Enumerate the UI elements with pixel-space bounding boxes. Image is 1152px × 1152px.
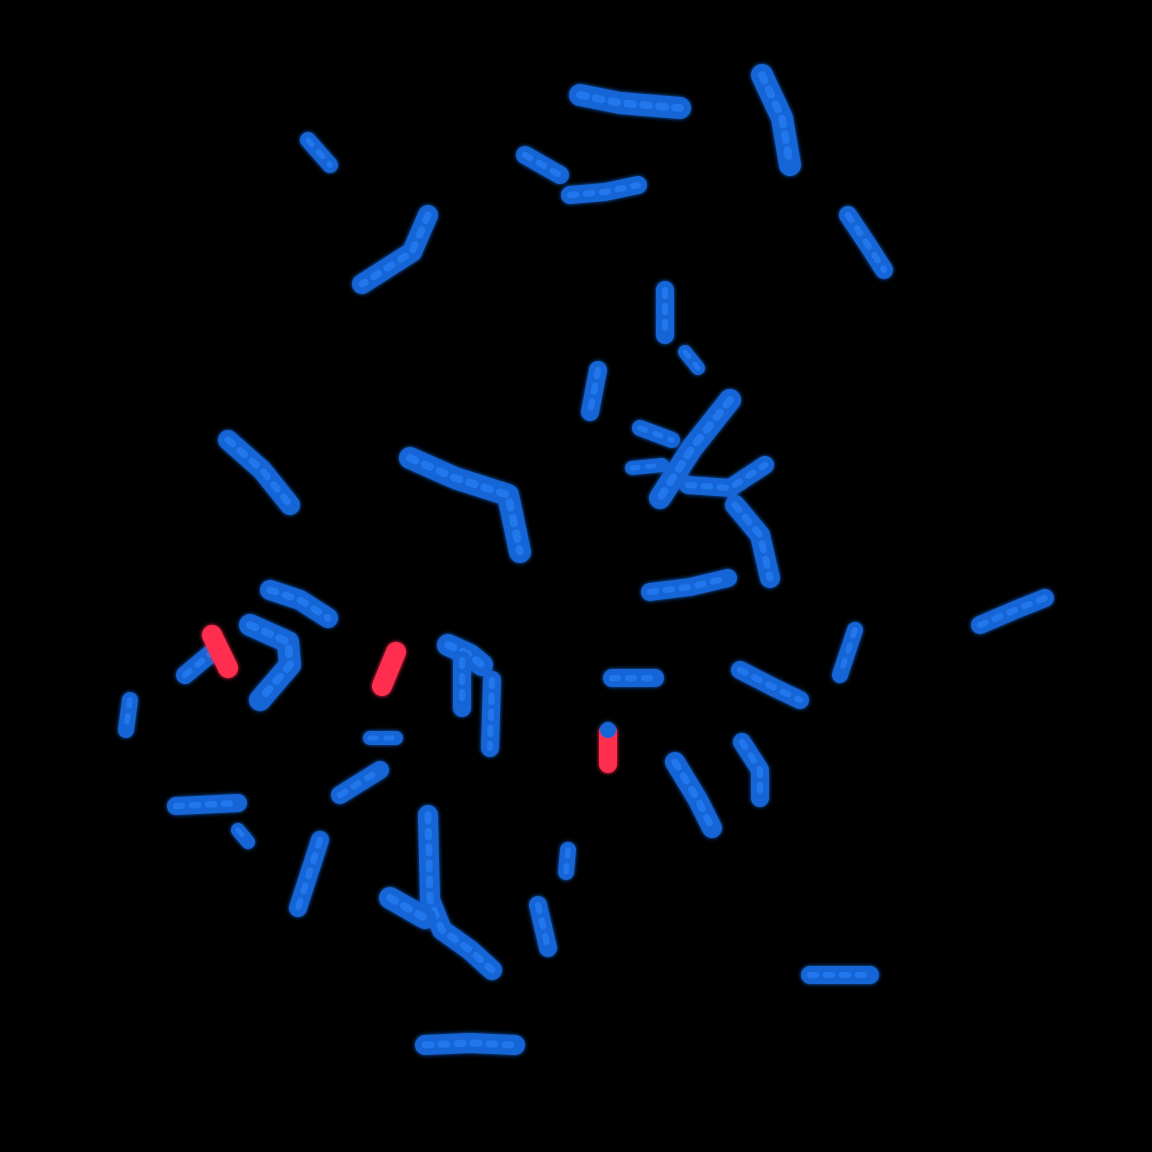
chromosome-banding	[976, 594, 1049, 629]
chromosome-banding	[224, 436, 294, 509]
chromosome-banding	[563, 847, 571, 875]
chromosome-banding	[534, 901, 552, 952]
chromosome-banding	[123, 697, 133, 733]
chromosome-banding	[646, 574, 732, 596]
chromosome-set	[118, 64, 1054, 1055]
chromosome-banding	[656, 396, 734, 502]
chromosome-banding	[576, 91, 684, 112]
chromosome-banding	[844, 211, 888, 274]
chromosome-banding	[637, 425, 675, 443]
chromosome-banding	[521, 151, 564, 179]
chromosome-banding	[738, 738, 764, 802]
chromosome-banding	[671, 758, 716, 832]
chromosome-banding	[586, 366, 602, 416]
probe-signal	[202, 625, 238, 678]
chromosome-banding	[684, 461, 769, 492]
chromosome-banding	[682, 349, 701, 371]
chromosome-banding	[336, 766, 384, 799]
chromosome-banding	[444, 641, 486, 669]
chromosome-banding	[305, 137, 333, 168]
chromosome-banding	[731, 501, 774, 582]
chromosome-banding	[758, 71, 794, 169]
chromosome-banding	[266, 586, 332, 622]
chromosome-banding	[172, 799, 242, 810]
chromosome-banding	[421, 1039, 519, 1049]
chromosome-banding	[386, 894, 429, 922]
chromosome-banding	[246, 621, 294, 704]
chromosome-banding	[837, 627, 858, 678]
chromosome-banding	[486, 676, 496, 752]
chromosome-banding	[629, 462, 665, 471]
chromosome-banding	[736, 666, 804, 704]
chromosome-banding	[566, 181, 642, 199]
probe-signal	[372, 642, 406, 696]
chromosome-banding	[424, 811, 496, 974]
chromosome-banding	[235, 827, 251, 845]
chromosome-banding	[358, 211, 432, 288]
chromosome-tip	[600, 722, 616, 738]
probe-signals	[202, 625, 617, 773]
chromosome-banding	[181, 646, 219, 679]
chromosome-banding	[406, 454, 524, 556]
chromosome-banding	[294, 836, 324, 912]
